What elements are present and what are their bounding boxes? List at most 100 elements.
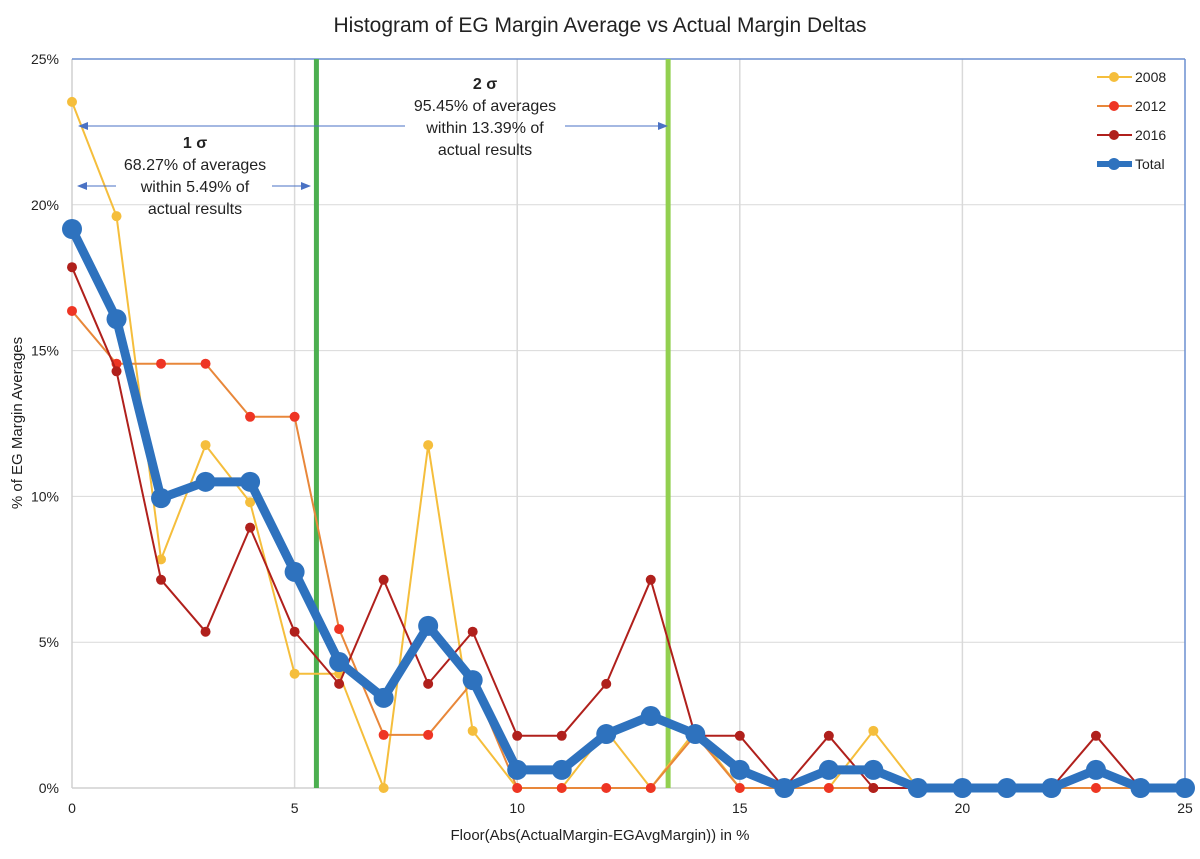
sigma-2-text: 95.45% of averages	[414, 98, 556, 115]
legend-swatch-marker	[1108, 158, 1120, 170]
data-point	[467, 725, 478, 736]
y-tick-label: 0%	[39, 780, 59, 796]
data-point	[378, 783, 389, 793]
x-tick-label: 5	[291, 800, 299, 816]
data-point	[907, 778, 928, 798]
legend-swatch-marker	[1109, 101, 1119, 111]
x-tick-label: 10	[509, 800, 525, 816]
data-point	[373, 687, 394, 708]
data-point	[111, 366, 122, 377]
data-point	[111, 211, 122, 222]
data-point	[334, 624, 345, 635]
legend-label: Total	[1135, 156, 1165, 172]
data-point	[601, 783, 612, 793]
data-point	[952, 778, 973, 798]
sigma-1-text: within 5.49% of	[140, 179, 250, 196]
data-point	[200, 626, 211, 637]
series-2012	[67, 305, 1146, 793]
y-tick-label: 25%	[31, 51, 59, 67]
data-point	[67, 305, 77, 316]
data-point	[423, 729, 434, 740]
data-point	[1175, 778, 1195, 798]
data-point	[556, 730, 567, 741]
y-axis-label: % of EG Margin Averages	[9, 337, 26, 509]
data-point	[645, 783, 656, 793]
data-point	[67, 96, 77, 107]
data-point	[156, 554, 167, 565]
data-point	[734, 783, 745, 793]
data-point	[1041, 778, 1062, 798]
sigma-1-text: 68.27% of averages	[124, 157, 266, 174]
data-point	[289, 411, 300, 422]
data-point	[823, 783, 834, 793]
legend-item-total: Total	[1097, 156, 1165, 172]
legend-label: 2016	[1135, 127, 1166, 143]
series-group	[62, 96, 1195, 798]
legend-item-2008: 2008	[1097, 69, 1166, 85]
axes: 0% 5% 10% 15% 20% 25% 0 5 10 15 20 25	[31, 51, 1193, 816]
data-point	[1085, 759, 1106, 780]
x-axis-label: Floor(Abs(ActualMargin-EGAvgMargin)) in …	[451, 827, 750, 844]
data-point	[512, 730, 523, 741]
data-point	[863, 759, 884, 780]
data-point	[1090, 783, 1101, 793]
data-point	[334, 678, 345, 689]
reference-lines	[313, 59, 671, 788]
y-tick-label: 20%	[31, 197, 59, 213]
y-tick-label: 15%	[31, 343, 59, 359]
data-point	[423, 678, 434, 689]
data-point	[245, 497, 256, 508]
data-point	[462, 670, 483, 691]
x-tick-label: 15	[732, 800, 748, 816]
data-point	[289, 668, 300, 679]
data-point	[106, 309, 127, 330]
data-point	[245, 522, 256, 533]
data-point	[378, 729, 389, 740]
data-point	[156, 358, 167, 369]
data-point	[645, 574, 656, 585]
data-point	[329, 652, 350, 673]
data-point	[151, 488, 172, 509]
data-point	[240, 471, 261, 492]
data-point	[67, 262, 77, 273]
chart-title: Histogram of EG Margin Average vs Actual…	[333, 14, 866, 37]
sigma-1-heading: 1 σ	[183, 135, 207, 152]
y-tick-label: 10%	[31, 488, 59, 504]
data-point	[551, 759, 572, 780]
y-tick-label: 5%	[39, 634, 59, 650]
series-line	[71, 266, 1142, 789]
data-point	[818, 759, 839, 780]
annotations: 1 σ 68.27% of averages within 5.49% of actu…	[77, 76, 668, 218]
data-point	[868, 783, 879, 793]
x-tick-label: 20	[955, 800, 971, 816]
data-point	[245, 411, 256, 422]
legend: 2008 2012 2016 Total	[1097, 69, 1166, 172]
data-point	[729, 759, 750, 780]
data-point	[1090, 730, 1101, 741]
data-point	[596, 724, 617, 745]
data-point	[195, 471, 216, 492]
legend-item-2012: 2012	[1097, 98, 1166, 114]
series-line	[67, 227, 1185, 793]
series-2016	[67, 262, 1146, 793]
data-point	[601, 678, 612, 689]
data-point	[640, 705, 661, 726]
data-point	[823, 730, 834, 741]
legend-swatch-marker	[1109, 72, 1119, 82]
data-point	[200, 358, 211, 369]
data-point	[556, 783, 567, 793]
data-point	[418, 615, 439, 636]
legend-item-2016: 2016	[1097, 127, 1166, 143]
series-total	[62, 219, 1195, 798]
data-point	[200, 440, 211, 451]
legend-swatch-marker	[1109, 130, 1119, 140]
sigma-2-text: within 13.39% of	[425, 120, 544, 137]
data-point	[467, 626, 478, 637]
data-point	[774, 778, 795, 798]
data-point	[62, 219, 82, 240]
x-tick-label: 0	[68, 800, 76, 816]
data-point	[996, 778, 1017, 798]
data-point	[284, 561, 305, 582]
